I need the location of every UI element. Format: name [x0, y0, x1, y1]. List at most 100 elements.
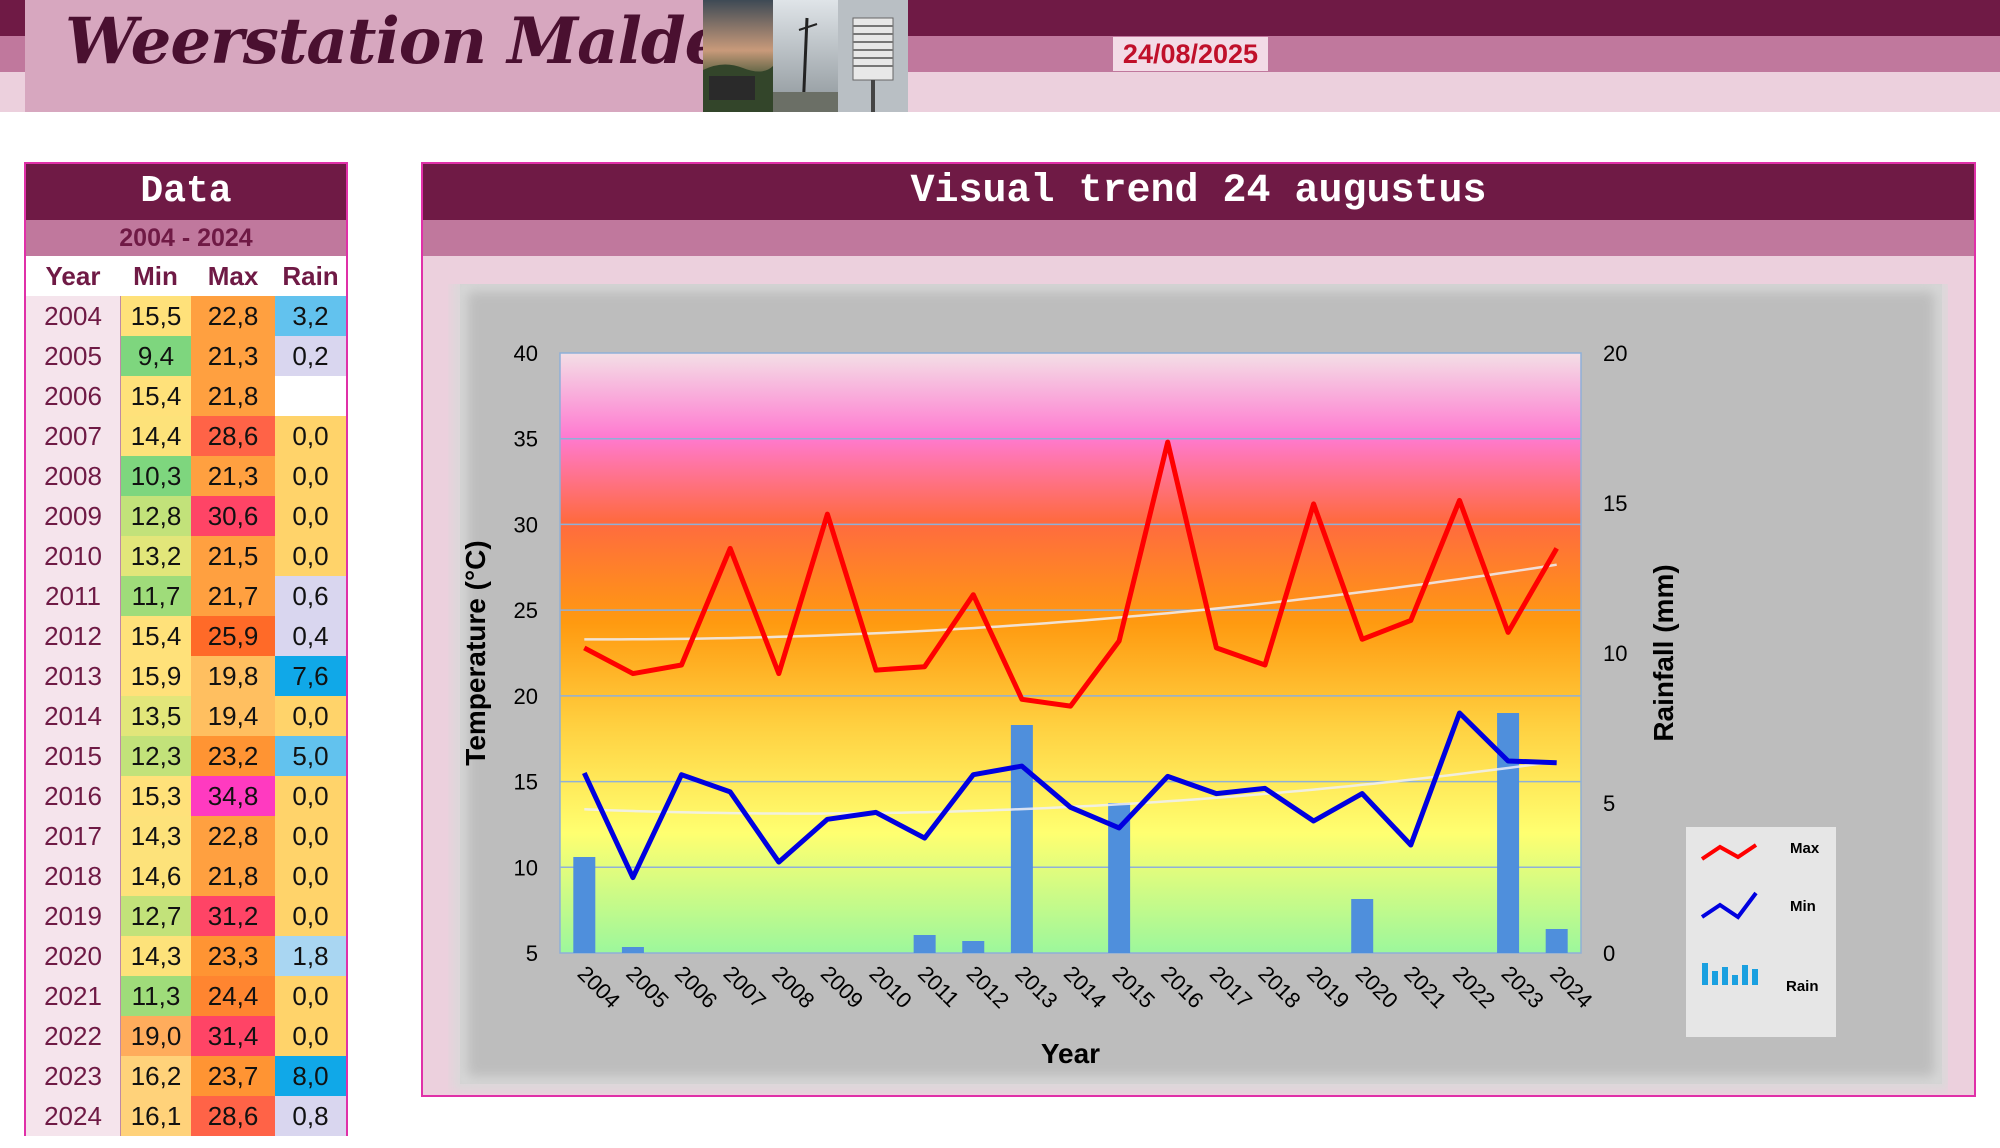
cell-max: 21,8: [191, 856, 275, 896]
cell-year: 2018: [44, 861, 102, 891]
cell-max: 25,9: [191, 616, 275, 656]
cell-max: 24,4: [191, 976, 275, 1016]
cell-year: 2020: [44, 941, 102, 971]
cell-min: 14,4: [120, 416, 191, 456]
rain-bar: [1010, 725, 1033, 953]
cell-min: 11,3: [120, 976, 191, 1016]
cell-year: 2024: [44, 1101, 102, 1131]
table-row: 2007 14,4 28,6 0,0: [26, 416, 346, 456]
cell-min: 19,0: [120, 1016, 191, 1056]
cell-year: 2013: [44, 661, 102, 691]
photo-mast: [773, 0, 838, 112]
legend-rain-icon-bar: [1722, 967, 1728, 985]
rain-bar: [573, 857, 596, 953]
cell-max: 19,8: [191, 656, 275, 696]
legend-rain-icon-bar: [1742, 965, 1748, 985]
legend-rain-label: Rain: [1786, 978, 1819, 995]
data-table-body: 2004 15,5 22,8 3,2 2005 9,4 21,3 0,2 2006 15,4 21,…: [26, 296, 346, 1136]
cell-year: 2021: [44, 981, 102, 1011]
cell-max: 19,4: [191, 696, 275, 736]
legend-rain-icon-bar: [1702, 963, 1708, 985]
cell-rain: 0,0: [275, 696, 346, 736]
cell-rain: 0,0: [275, 856, 346, 896]
y-tick-label: 30: [514, 512, 538, 537]
cell-min: 12,7: [120, 896, 191, 936]
cell-year: 2005: [44, 341, 102, 371]
cell-min: 15,9: [120, 656, 191, 696]
cell-year: 2019: [44, 901, 102, 931]
legend-rain-icon-bar: [1752, 969, 1758, 985]
cell-rain: 0,0: [275, 536, 346, 576]
legend-min-icon: [1700, 891, 1758, 920]
title-box: Weerstation Malderen: [25, 0, 843, 112]
y2-tick-label: 10: [1603, 641, 1627, 666]
legend-max-icon: [1700, 843, 1758, 861]
y2-tick-label: 15: [1603, 491, 1627, 516]
photo-sunset: [703, 0, 773, 112]
rain-bar: [1108, 803, 1131, 953]
cell-year: 2009: [44, 501, 102, 531]
chart-subheader: [423, 220, 1974, 256]
cell-rain: 0,6: [275, 576, 346, 616]
legend-rain-icon-bar: [1712, 971, 1718, 985]
table-row: 2006 15,4 21,8: [26, 376, 346, 416]
table-row: 2010 13,2 21,5 0,0: [26, 536, 346, 576]
table-row: 2009 12,8 30,6 0,0: [26, 496, 346, 536]
rain-bar: [1497, 713, 1520, 953]
y2-tick-label: 0: [1603, 941, 1615, 966]
cell-max: 23,3: [191, 936, 275, 976]
cell-max: 30,6: [191, 496, 275, 536]
y-tick-label: 35: [514, 427, 538, 452]
legend-min-label: Min: [1790, 898, 1816, 915]
cell-min: 10,3: [120, 456, 191, 496]
cell-rain: 0,0: [275, 496, 346, 536]
cell-min: 9,4: [120, 336, 191, 376]
cell-max: 21,3: [191, 336, 275, 376]
y-tick-label: 40: [514, 341, 538, 366]
max-trendline: [584, 563, 1557, 641]
current-date: 24/08/2025: [1113, 37, 1268, 71]
cell-max: 22,8: [191, 296, 275, 336]
cell-max: 34,8: [191, 776, 275, 816]
cell-max: 22,8: [191, 816, 275, 856]
cell-rain: 0,0: [275, 456, 346, 496]
table-row: 2024 16,1 28,6 0,8: [26, 1096, 346, 1136]
cell-year: 2023: [44, 1061, 102, 1091]
cell-max: 31,4: [191, 1016, 275, 1056]
cell-max: 21,7: [191, 576, 275, 616]
cell-rain: 0,0: [275, 816, 346, 856]
cell-max: 21,8: [191, 376, 275, 416]
table-row: 2004 15,5 22,8 3,2: [26, 296, 346, 336]
cell-rain: [275, 376, 346, 416]
cell-max: 28,6: [191, 1096, 275, 1136]
cell-max: 28,6: [191, 416, 275, 456]
cell-year: 2015: [44, 741, 102, 771]
cell-max: 21,5: [191, 536, 275, 576]
cell-year: 2006: [44, 381, 102, 411]
cell-rain: 0,4: [275, 616, 346, 656]
table-row: 2022 19,0 31,4 0,0: [26, 1016, 346, 1056]
table-row: 2023 16,2 23,7 8,0: [26, 1056, 346, 1096]
cell-rain: 1,8: [275, 936, 346, 976]
cell-min: 14,6: [120, 856, 191, 896]
y2-axis-title: Rainfall (mm): [1648, 564, 1679, 741]
table-row: 2019 12,7 31,2 0,0: [26, 896, 346, 936]
col-head-min: Min: [133, 261, 178, 291]
y-tick-label: 15: [514, 770, 538, 795]
table-row: 2008 10,3 21,3 0,0: [26, 456, 346, 496]
y-tick-label: 10: [514, 855, 538, 880]
col-head-max: Max: [207, 261, 259, 291]
cell-year: 2010: [44, 541, 102, 571]
data-panel: Data 2004 - 2024 Year Min Max Rain 2004 1…: [24, 162, 348, 1136]
rain-bar: [1545, 929, 1568, 953]
data-panel-title: Data: [26, 164, 346, 220]
cell-min: 12,3: [120, 736, 191, 776]
cell-max: 31,2: [191, 896, 275, 936]
cell-rain: 0,0: [275, 896, 346, 936]
table-row: 2014 13,5 19,4 0,0: [26, 696, 346, 736]
y-tick-label: 20: [514, 684, 538, 709]
chart-panel: Visual trend 24 augustus 5 10 15 20 25 30 35 40…: [421, 162, 1976, 1097]
cell-year: 2016: [44, 781, 102, 811]
cell-max: 21,3: [191, 456, 275, 496]
cell-min: 15,4: [120, 376, 191, 416]
